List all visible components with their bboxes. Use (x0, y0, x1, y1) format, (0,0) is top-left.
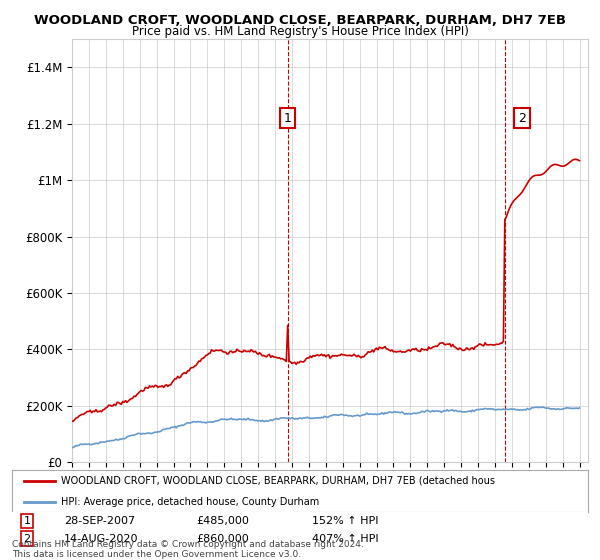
Text: 14-AUG-2020: 14-AUG-2020 (64, 534, 139, 544)
Text: Contains HM Land Registry data © Crown copyright and database right 2024.
This d: Contains HM Land Registry data © Crown c… (12, 540, 364, 559)
Text: £860,000: £860,000 (196, 534, 249, 544)
Text: 1: 1 (23, 516, 31, 526)
Text: £485,000: £485,000 (196, 516, 249, 526)
Text: 1: 1 (284, 111, 292, 125)
Text: 28-SEP-2007: 28-SEP-2007 (64, 516, 135, 526)
Text: Price paid vs. HM Land Registry's House Price Index (HPI): Price paid vs. HM Land Registry's House … (131, 25, 469, 38)
Text: WOODLAND CROFT, WOODLAND CLOSE, BEARPARK, DURHAM, DH7 7EB: WOODLAND CROFT, WOODLAND CLOSE, BEARPARK… (34, 14, 566, 27)
Text: 152% ↑ HPI: 152% ↑ HPI (311, 516, 378, 526)
Text: WOODLAND CROFT, WOODLAND CLOSE, BEARPARK, DURHAM, DH7 7EB (detached hous: WOODLAND CROFT, WOODLAND CLOSE, BEARPARK… (61, 476, 495, 486)
Text: 2: 2 (23, 534, 31, 544)
Text: 2: 2 (518, 111, 526, 125)
Text: 407% ↑ HPI: 407% ↑ HPI (311, 534, 378, 544)
Text: HPI: Average price, detached house, County Durham: HPI: Average price, detached house, Coun… (61, 497, 319, 507)
